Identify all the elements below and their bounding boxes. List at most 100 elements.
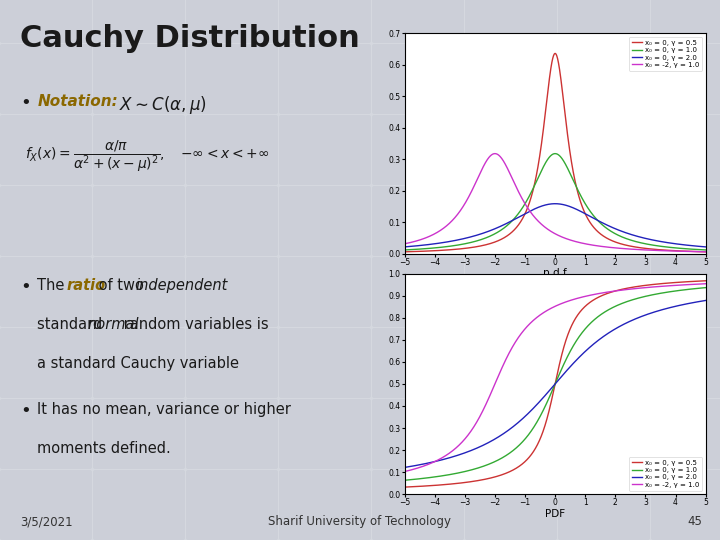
Text: independent: independent	[135, 278, 228, 293]
Text: ratio: ratio	[66, 278, 105, 293]
FancyBboxPatch shape	[651, 44, 720, 114]
x₀ = 0, γ = 1.0	[693, 285, 701, 292]
FancyBboxPatch shape	[93, 328, 185, 398]
FancyBboxPatch shape	[651, 115, 720, 185]
x₀ = 0, γ = 2.0	[415, 462, 424, 468]
FancyBboxPatch shape	[0, 257, 92, 327]
FancyBboxPatch shape	[651, 257, 720, 327]
FancyBboxPatch shape	[0, 44, 92, 114]
x₀ = -2, γ = 1.0	[400, 468, 409, 475]
FancyBboxPatch shape	[372, 0, 464, 43]
Line: x₀ = -2, γ = 1.0: x₀ = -2, γ = 1.0	[405, 284, 706, 471]
FancyBboxPatch shape	[186, 115, 278, 185]
x₀ = 0, γ = 0.5	[415, 248, 424, 254]
FancyBboxPatch shape	[651, 328, 720, 398]
x₀ = 0, γ = 2.0	[400, 244, 409, 250]
FancyBboxPatch shape	[372, 399, 464, 469]
FancyBboxPatch shape	[465, 44, 557, 114]
Text: $X \sim C(\alpha,\mu)$: $X \sim C(\alpha,\mu)$	[119, 94, 207, 117]
x₀ = 0, γ = 1.0	[415, 246, 424, 252]
FancyBboxPatch shape	[93, 186, 185, 256]
x₀ = 0, γ = 0.5	[693, 248, 701, 255]
x₀ = 0, γ = 0.5	[546, 400, 555, 406]
Text: It has no mean, variance or higher: It has no mean, variance or higher	[37, 402, 292, 417]
FancyBboxPatch shape	[465, 399, 557, 469]
Line: x₀ = 0, γ = 0.5: x₀ = 0, γ = 0.5	[405, 53, 706, 252]
Text: moments defined.: moments defined.	[37, 441, 171, 456]
FancyBboxPatch shape	[651, 470, 720, 540]
FancyBboxPatch shape	[0, 399, 92, 469]
x₀ = 0, γ = 0.5	[551, 50, 559, 57]
FancyBboxPatch shape	[372, 186, 464, 256]
x₀ = 0, γ = 1.0	[546, 390, 555, 397]
FancyBboxPatch shape	[93, 44, 185, 114]
x₀ = 0, γ = 1.0	[693, 246, 701, 253]
FancyBboxPatch shape	[651, 0, 720, 43]
FancyBboxPatch shape	[279, 0, 371, 43]
x₀ = -2, γ = 1.0	[490, 150, 499, 157]
FancyBboxPatch shape	[186, 257, 278, 327]
x₀ = -2, γ = 1.0	[415, 464, 424, 470]
Text: Cauchy Distribution: Cauchy Distribution	[20, 24, 360, 53]
FancyBboxPatch shape	[93, 0, 185, 43]
Text: Notation:: Notation:	[37, 94, 118, 110]
Text: $f_X(x) = \dfrac{\alpha / \pi}{\alpha^2 + (x-\mu)^2},$   $-\infty < x < +\infty$: $f_X(x) = \dfrac{\alpha / \pi}{\alpha^2 …	[25, 138, 269, 174]
x₀ = 0, γ = 0.5	[693, 278, 701, 285]
FancyBboxPatch shape	[465, 470, 557, 540]
FancyBboxPatch shape	[93, 399, 185, 469]
x₀ = 0, γ = 0.5	[400, 248, 409, 255]
FancyBboxPatch shape	[0, 328, 92, 398]
x₀ = 0, γ = 2.0	[693, 243, 701, 249]
Line: x₀ = -2, γ = 1.0: x₀ = -2, γ = 1.0	[405, 153, 706, 252]
x₀ = -2, γ = 1.0	[637, 247, 646, 253]
Line: x₀ = 0, γ = 2.0: x₀ = 0, γ = 2.0	[405, 300, 706, 468]
Text: Sharif University of Technology: Sharif University of Technology	[269, 515, 451, 528]
FancyBboxPatch shape	[372, 257, 464, 327]
FancyBboxPatch shape	[93, 470, 185, 540]
FancyBboxPatch shape	[279, 470, 371, 540]
X-axis label: p.d.f: p.d.f	[544, 268, 567, 278]
x₀ = 0, γ = 2.0	[637, 234, 646, 241]
FancyBboxPatch shape	[465, 257, 557, 327]
x₀ = 0, γ = 1.0	[539, 164, 547, 171]
x₀ = 0, γ = 1.0	[539, 408, 547, 414]
x₀ = 0, γ = 0.5	[693, 248, 701, 255]
x₀ = 0, γ = 0.5	[400, 484, 409, 490]
FancyBboxPatch shape	[0, 186, 92, 256]
FancyBboxPatch shape	[93, 257, 185, 327]
FancyBboxPatch shape	[0, 470, 92, 540]
x₀ = -2, γ = 1.0	[693, 248, 701, 255]
Text: 45: 45	[687, 515, 702, 528]
Legend: x₀ = 0, γ = 0.5, x₀ = 0, γ = 1.0, x₀ = 0, γ = 2.0, x₀ = -2, γ = 1.0: x₀ = 0, γ = 0.5, x₀ = 0, γ = 1.0, x₀ = 0…	[629, 457, 702, 491]
x₀ = 0, γ = 1.0	[693, 285, 701, 292]
FancyBboxPatch shape	[465, 0, 557, 43]
FancyBboxPatch shape	[558, 399, 650, 469]
FancyBboxPatch shape	[372, 470, 464, 540]
Text: 3/5/2021: 3/5/2021	[20, 515, 73, 528]
x₀ = 0, γ = 2.0	[539, 395, 547, 401]
x₀ = 0, γ = 2.0	[539, 202, 547, 209]
x₀ = 0, γ = 2.0	[701, 297, 710, 303]
Line: x₀ = 0, γ = 1.0: x₀ = 0, γ = 1.0	[405, 288, 706, 480]
FancyBboxPatch shape	[558, 115, 650, 185]
FancyBboxPatch shape	[279, 257, 371, 327]
x₀ = 0, γ = 0.5	[637, 282, 646, 289]
FancyBboxPatch shape	[558, 186, 650, 256]
x₀ = 0, γ = 0.5	[539, 129, 547, 136]
x₀ = 0, γ = 0.5	[701, 278, 710, 284]
Text: normal: normal	[88, 317, 140, 332]
x₀ = 0, γ = 1.0	[546, 152, 555, 159]
x₀ = -2, γ = 1.0	[693, 281, 701, 287]
FancyBboxPatch shape	[372, 115, 464, 185]
Text: •: •	[20, 94, 31, 112]
x₀ = 0, γ = 1.0	[400, 477, 409, 483]
x₀ = 0, γ = 2.0	[400, 464, 409, 471]
Legend: x₀ = 0, γ = 0.5, x₀ = 0, γ = 1.0, x₀ = 0, γ = 2.0, x₀ = -2, γ = 1.0: x₀ = 0, γ = 0.5, x₀ = 0, γ = 1.0, x₀ = 0…	[629, 37, 702, 71]
FancyBboxPatch shape	[558, 0, 650, 43]
x₀ = 0, γ = 2.0	[693, 243, 701, 249]
FancyBboxPatch shape	[93, 115, 185, 185]
FancyBboxPatch shape	[372, 328, 464, 398]
x₀ = 0, γ = 0.5	[546, 64, 555, 71]
FancyBboxPatch shape	[279, 115, 371, 185]
X-axis label: PDF: PDF	[545, 509, 565, 518]
